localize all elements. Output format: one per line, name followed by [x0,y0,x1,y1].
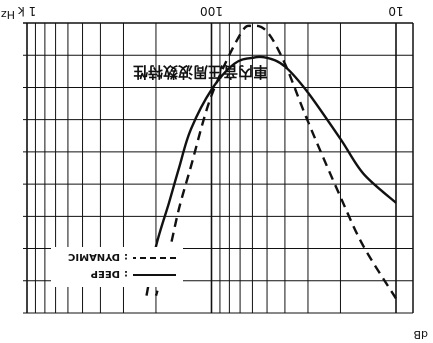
legend-label-dynamic: DYNAMIC [68,251,120,262]
tick-label-layer: 10 100 1 k [18,4,404,18]
x-tick-label: 100 [200,4,223,18]
legend-box [51,247,183,287]
y-axis-label: dB [413,328,428,341]
chart-title: 車内音圧周波数特性 [133,63,268,81]
legend-colon-deep: : [124,268,128,279]
x-axis-unit-label: Hz [1,8,15,21]
series-line-dynamic [154,24,398,300]
curve-layer [145,24,398,300]
legend: : DEEP : DYNAMIC [51,247,183,287]
legend-colon-dynamic: : [124,251,128,262]
x-tick-label: 10 [388,4,403,18]
x-tick-label: 1 k [18,4,36,18]
series-line-deep [145,55,397,296]
legend-label-deep: DEEP [91,268,120,279]
